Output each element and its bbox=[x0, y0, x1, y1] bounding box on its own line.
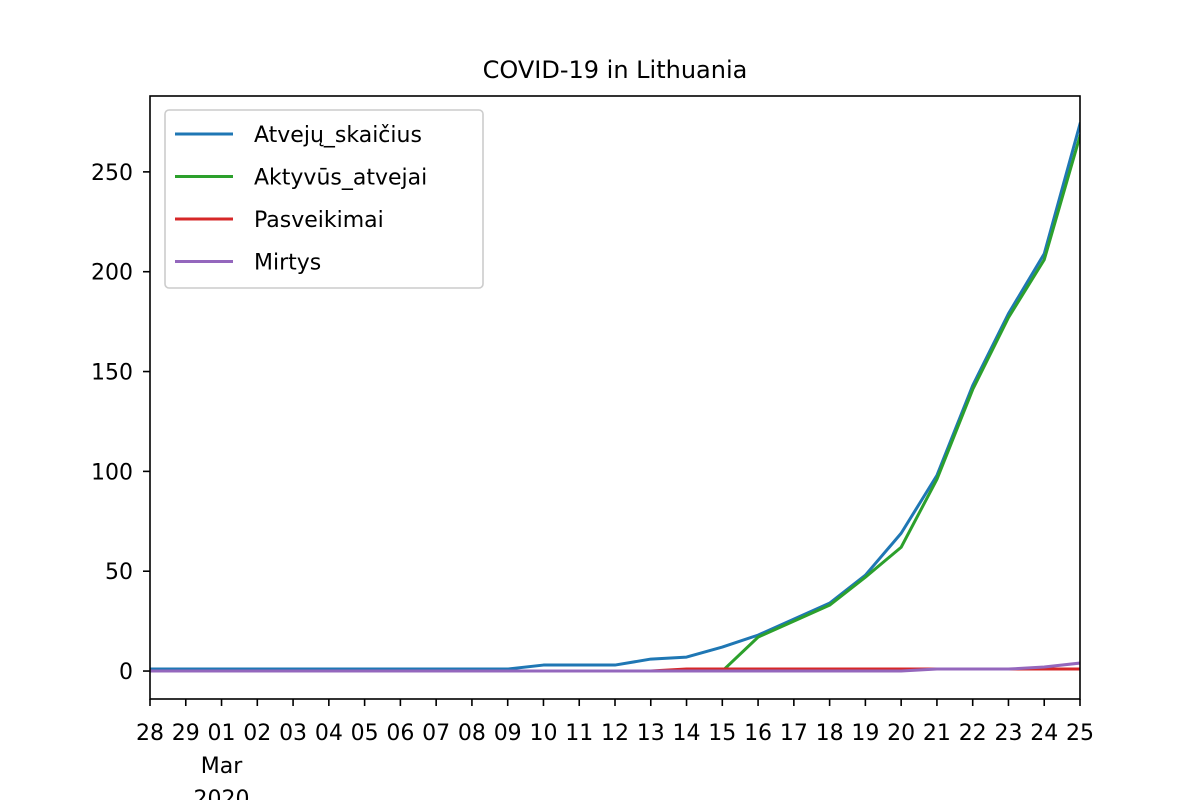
x-tick-label: 06 bbox=[386, 721, 414, 746]
legend-label-1: Atvejų_skaičius bbox=[254, 123, 422, 148]
legend-label-3: Pasveikimai bbox=[254, 208, 384, 233]
y-tick-label: 150 bbox=[91, 361, 133, 386]
series-line-1 bbox=[150, 122, 1080, 671]
x-tick-label: 03 bbox=[279, 721, 307, 746]
x-tick-label: 20 bbox=[887, 721, 915, 746]
legend-label-2: Aktyvūs_atvejai bbox=[254, 166, 427, 191]
legend-box bbox=[164, 109, 484, 289]
x-tick-label: 05 bbox=[351, 721, 379, 746]
x-tick-label: 02 bbox=[243, 721, 271, 746]
x-tick-label: 13 bbox=[637, 721, 665, 746]
x-tick-label: 16 bbox=[744, 721, 772, 746]
y-tick-label: 100 bbox=[91, 460, 133, 485]
x-tick-label: 01 bbox=[208, 721, 236, 746]
plot-area bbox=[150, 122, 1080, 673]
x-tick-label: 04 bbox=[315, 721, 343, 746]
x-tick-label: 18 bbox=[816, 721, 844, 746]
x-tick-label: 21 bbox=[923, 721, 951, 746]
x-tick-label: 09 bbox=[494, 721, 522, 746]
x-tick-label: 14 bbox=[673, 721, 701, 746]
x-year-label: 2020 bbox=[194, 787, 250, 800]
x-tick-label: 19 bbox=[851, 721, 879, 746]
x-month-label: Mar bbox=[201, 754, 243, 779]
x-tick-label: 29 bbox=[172, 721, 200, 746]
x-tick-label: 10 bbox=[529, 721, 557, 746]
y-tick-label: 200 bbox=[91, 261, 133, 286]
x-tick-label: 11 bbox=[565, 721, 593, 746]
series-line-4 bbox=[150, 661, 1080, 673]
x-tick-label: 17 bbox=[780, 721, 808, 746]
x-tick-label: 08 bbox=[458, 721, 486, 746]
y-tick-label: 0 bbox=[119, 660, 133, 685]
y-tick-label: 250 bbox=[91, 161, 133, 186]
axes: 0 50 100 150 200 250 28 29 01 02 03 04 05 06 07 08 09 10 1… bbox=[91, 95, 1094, 800]
chart-title: COVID-19 in Lithuania bbox=[483, 56, 748, 84]
x-tick-label: 22 bbox=[959, 721, 987, 746]
x-tick-label: 28 bbox=[136, 721, 164, 746]
x-tick-label: 12 bbox=[601, 721, 629, 746]
x-tick-label: 07 bbox=[422, 721, 450, 746]
legend: Atvejų_skaičius Aktyvūs_atvejai Pasveikima… bbox=[164, 109, 484, 289]
x-tick-label: 23 bbox=[994, 721, 1022, 746]
x-tick-label: 25 bbox=[1066, 721, 1094, 746]
x-tick-label: 24 bbox=[1030, 721, 1058, 746]
legend-label-4: Mirtys bbox=[254, 251, 321, 276]
x-tick-label: 15 bbox=[708, 721, 736, 746]
y-tick-label: 50 bbox=[105, 560, 133, 585]
